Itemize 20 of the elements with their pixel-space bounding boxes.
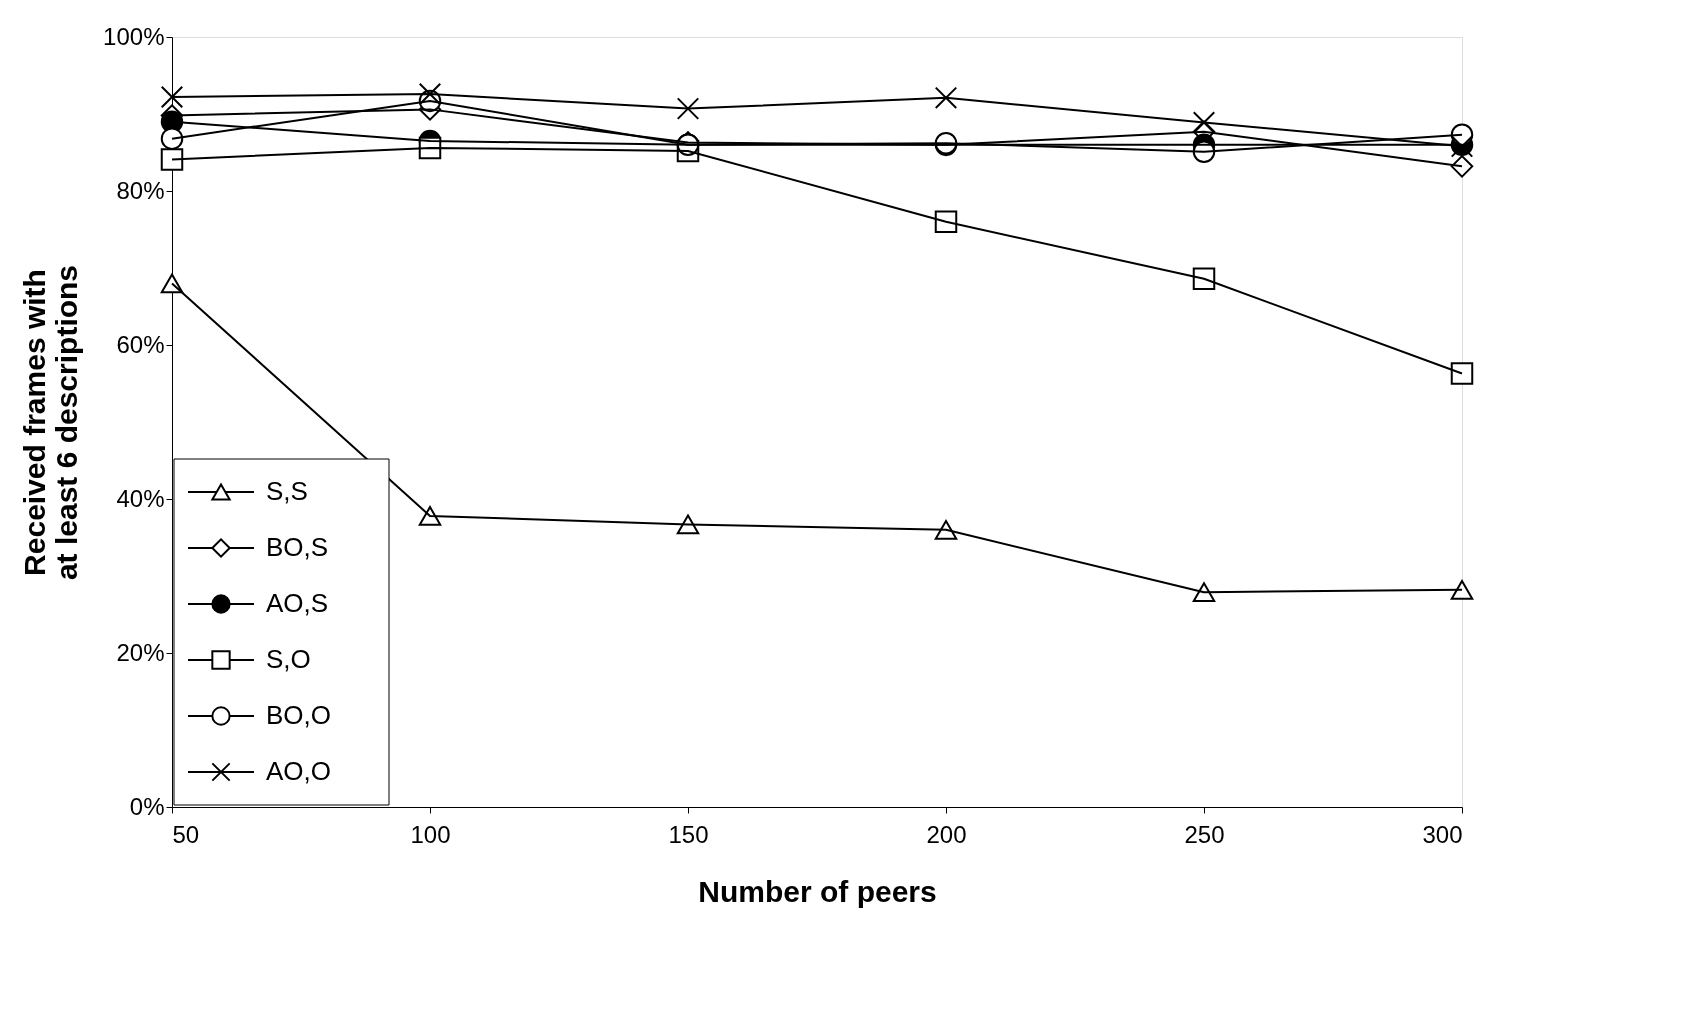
- y-tick-label: 20%: [116, 638, 165, 666]
- y-tick-label: 100%: [103, 22, 165, 50]
- y-tick-label: 60%: [116, 330, 165, 358]
- y-tick-label: 40%: [116, 484, 165, 512]
- x-tick-label: 300: [1422, 820, 1463, 848]
- legend-label: BO,O: [266, 700, 332, 730]
- legend-label: S,O: [266, 644, 311, 674]
- y-tick-label: 80%: [116, 176, 165, 204]
- legend-label: AO,O: [266, 756, 332, 786]
- x-tick-label: 150: [668, 820, 709, 848]
- y-tick-label: 0%: [129, 792, 165, 820]
- legend-label: AO,S: [266, 588, 329, 618]
- x-tick-label: 100: [410, 820, 451, 848]
- x-axis-title: Number of peers: [698, 874, 937, 908]
- x-tick-label: 250: [1184, 820, 1225, 848]
- x-tick-label: 50: [172, 820, 200, 848]
- x-tick-label: 200: [926, 820, 967, 848]
- y-axis-title: Received frames with at least 6 descriptions: [18, 264, 84, 581]
- legend-label: S,S: [266, 476, 308, 506]
- legend-label: BO,S: [266, 532, 329, 562]
